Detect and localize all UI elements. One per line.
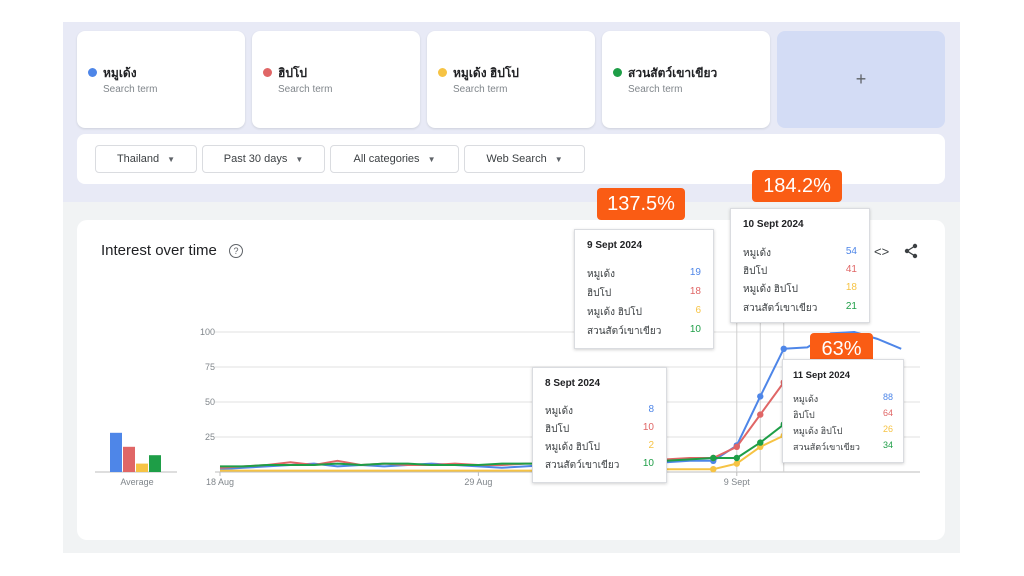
filter-label: All categories — [353, 153, 420, 165]
filter-label: Past 30 days — [223, 153, 288, 165]
tooltip-row: สวนสัตว์เขาเขียว 34 — [793, 440, 893, 452]
search-term-card[interactable]: ฮิปโป Search term — [252, 31, 420, 128]
average-label: Average — [120, 477, 153, 487]
filter-label: Web Search — [486, 153, 547, 165]
x-tick-label: 29 Aug — [464, 477, 492, 487]
search-term-name: หมูเด้ง ฮิปโป — [453, 66, 519, 80]
series-color-dot — [613, 68, 622, 77]
filter-label: Thailand — [116, 153, 160, 165]
search-term-type: Search term — [103, 84, 158, 95]
search-term-name: ฮิปโป — [278, 66, 308, 80]
share-icon[interactable] — [903, 243, 919, 262]
tooltip-row: ฮิปโป 10 — [545, 422, 654, 435]
add-comparison-button[interactable]: + — [777, 31, 945, 128]
average-bar — [136, 463, 148, 472]
tooltip-row: หมูเด้ง ฮิปโป 2 — [545, 440, 654, 453]
tooltip-date: 10 Sept 2024 — [743, 219, 804, 230]
y-tick-label: 50 — [205, 397, 215, 407]
tooltip-row: ฮิปโป 41 — [743, 264, 857, 277]
y-tick-label: 75 — [205, 362, 215, 372]
search-term-type: Search term — [278, 84, 333, 95]
data-point — [757, 411, 764, 418]
average-bar — [149, 455, 161, 472]
search-term-type: Search term — [453, 84, 508, 95]
tooltip-row: หมูเด้ง 88 — [793, 392, 893, 404]
average-bar — [110, 432, 122, 472]
tooltip-row: สวนสัตว์เขาเขียว 21 — [743, 301, 857, 314]
tooltip-row: ฮิปโป 64 — [793, 408, 893, 420]
tooltip-date: 11 Sept 2024 — [793, 370, 851, 381]
search-term-name: หมูเด้ง — [103, 66, 137, 80]
data-point — [780, 345, 787, 352]
series-color-dot — [438, 68, 447, 77]
search-term-name: สวนสัตว์เขาเขียว — [628, 66, 718, 80]
tooltip-row: หมูเด้ง ฮิปโป 18 — [743, 282, 857, 295]
time-range-filter[interactable]: Past 30 days ▼ — [202, 145, 325, 173]
x-tick-label: 18 Aug — [206, 477, 234, 487]
percent-change-badge: 137.5% — [597, 188, 685, 220]
tooltip-date: 9 Sept 2024 — [587, 240, 643, 251]
search-term-card[interactable]: หมูเด้ง ฮิปโป Search term — [427, 31, 595, 128]
data-point — [757, 393, 764, 400]
help-icon[interactable]: ? — [229, 244, 243, 258]
tooltip-row: หมูเด้ง 54 — [743, 246, 857, 259]
plus-icon: + — [855, 69, 867, 89]
average-bar — [123, 446, 135, 472]
tooltip-row: หมูเด้ง 19 — [587, 267, 701, 280]
series-color-dot — [88, 68, 97, 77]
data-point — [710, 454, 717, 462]
tooltip-row: หมูเด้ง ฮิปโป 26 — [793, 424, 893, 436]
x-tick-label: 9 Sept — [724, 477, 751, 487]
data-point — [757, 439, 764, 446]
data-point — [733, 454, 740, 462]
y-tick-label: 25 — [205, 432, 215, 442]
search-type-filter[interactable]: Web Search ▼ — [464, 145, 585, 173]
category-filter[interactable]: All categories ▼ — [330, 145, 459, 173]
caret-down-icon: ▼ — [167, 154, 176, 164]
y-tick-label: 100 — [200, 327, 215, 337]
data-tooltip: 8 Sept 2024 หมูเด้ง 8 ฮิปโป 10 หมูเด้ง ฮิป… — [532, 367, 667, 483]
caret-down-icon: ▼ — [295, 154, 304, 164]
tooltip-row: ฮิปโป 18 — [587, 286, 701, 299]
embed-icon[interactable]: <> — [874, 244, 890, 259]
search-term-type: Search term — [628, 84, 683, 95]
series-color-dot — [263, 68, 272, 77]
tooltip-row: สวนสัตว์เขาเขียว 10 — [587, 324, 701, 337]
search-term-card[interactable]: สวนสัตว์เขาเขียว Search term — [602, 31, 770, 128]
tooltip-row: หมูเด้ง 8 — [545, 404, 654, 417]
tooltip-row: หมูเด้ง ฮิปโป 6 — [587, 305, 701, 318]
data-tooltip: 10 Sept 2024 หมูเด้ง 54 ฮิปโป 41 หมูเด้ง ฮ… — [730, 208, 870, 323]
tooltip-row: สวนสัตว์เขาเขียว 10 — [545, 458, 654, 471]
data-point — [733, 443, 740, 450]
search-term-card[interactable]: หมูเด้ง Search term — [77, 31, 245, 128]
card-title: Interest over time — [101, 242, 217, 259]
caret-down-icon: ▼ — [554, 154, 563, 164]
tooltip-date: 8 Sept 2024 — [545, 378, 601, 389]
data-point — [710, 466, 717, 473]
caret-down-icon: ▼ — [427, 154, 436, 164]
data-tooltip: 9 Sept 2024 หมูเด้ง 19 ฮิปโป 18 หมูเด้ง ฮิ… — [574, 229, 714, 349]
percent-change-badge: 184.2% — [752, 170, 842, 202]
region-filter[interactable]: Thailand ▼ — [95, 145, 197, 173]
data-point — [733, 460, 740, 467]
data-tooltip: 11 Sept 2024 หมูเด้ง 88 ฮิปโป 64 หมูเด้ง ฮ… — [782, 359, 904, 463]
